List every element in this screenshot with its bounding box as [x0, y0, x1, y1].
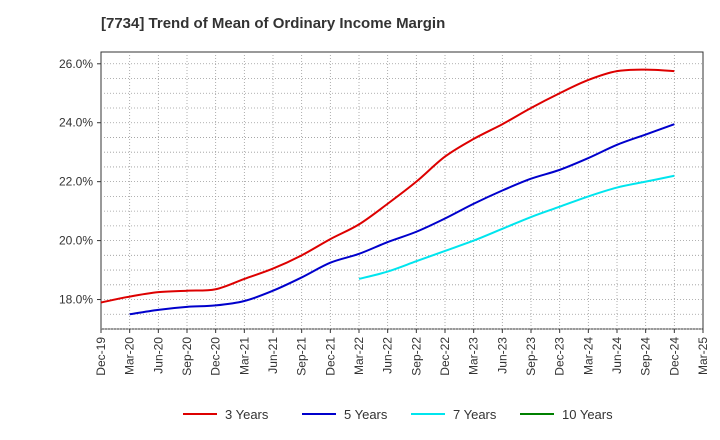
- series-line-3-years: [100, 68, 675, 304]
- x-tick-label: Mar-21: [237, 337, 251, 375]
- x-tick-label: Dec-21: [323, 337, 337, 376]
- series-lines: [100, 68, 675, 316]
- x-tick-label: Mar-22: [352, 337, 366, 375]
- y-tick-label: 20.0%: [59, 234, 93, 248]
- y-tick-label: 22.0%: [59, 175, 93, 189]
- x-tick-label: Sep-21: [295, 337, 309, 376]
- x-tick-label: Jun-21: [266, 337, 280, 374]
- x-tick-label: Jun-20: [151, 337, 165, 374]
- y-tick-label: 24.0%: [59, 116, 93, 130]
- x-tick-label: Dec-22: [438, 337, 452, 376]
- plot-area: [100, 51, 704, 330]
- x-tick-label: Dec-19: [94, 337, 108, 376]
- series-line-7-years: [358, 174, 675, 280]
- x-tick-label: Dec-20: [209, 337, 223, 376]
- legend-label-7-years: 7 Years: [453, 407, 497, 422]
- x-tick-label: Mar-24: [581, 337, 595, 375]
- x-tick-label: Dec-24: [667, 337, 681, 376]
- y-tick-label: 18.0%: [59, 293, 93, 307]
- x-tick-label: Dec-23: [553, 337, 567, 376]
- x-axis: Dec-19 Mar-20 Jun-20 Sep-20 Dec-20 Mar-21 Jun-…: [94, 329, 710, 376]
- y-tick-label: 26.0%: [59, 57, 93, 71]
- x-tick-label: Sep-20: [180, 337, 194, 376]
- y-axis: 18.0% 20.0% 22.0% 24.0% 26.0%: [59, 57, 101, 307]
- x-tick-label: Sep-22: [409, 337, 423, 376]
- series-line-5-years: [129, 123, 675, 316]
- x-tick-label: Mar-25: [696, 337, 710, 375]
- legend: 3 Years 5 Years 7 Years 10 Years: [183, 407, 613, 422]
- legend-label-10-years: 10 Years: [562, 407, 613, 422]
- chart-title: [7734] Trend of Mean of Ordinary Income …: [101, 15, 446, 32]
- x-tick-label: Sep-24: [639, 337, 653, 376]
- x-tick-label: Jun-23: [495, 337, 509, 374]
- x-tick-label: Mar-20: [123, 337, 137, 375]
- legend-label-3-years: 3 Years: [225, 407, 269, 422]
- legend-label-5-years: 5 Years: [344, 407, 388, 422]
- x-tick-label: Sep-23: [524, 337, 538, 376]
- x-tick-label: Jun-24: [610, 337, 624, 374]
- grid-lines: [101, 52, 703, 330]
- x-tick-label: Mar-23: [467, 337, 481, 375]
- x-tick-label: Jun-22: [381, 337, 395, 374]
